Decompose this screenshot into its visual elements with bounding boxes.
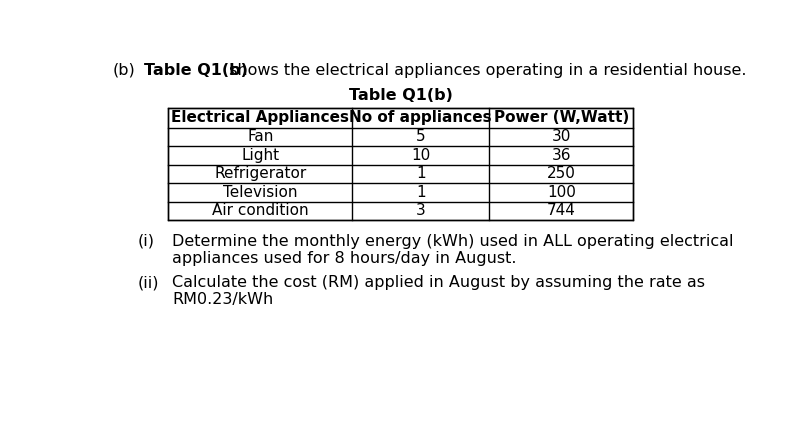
- Text: Light: Light: [241, 148, 279, 163]
- Bar: [168, 107, 634, 220]
- Text: shows the electrical appliances operating in a residential house.: shows the electrical appliances operatin…: [224, 63, 746, 78]
- Text: Table Q1(b): Table Q1(b): [349, 88, 453, 103]
- Text: Refrigerator: Refrigerator: [214, 166, 306, 181]
- Text: 1: 1: [416, 185, 425, 200]
- Text: 5: 5: [416, 129, 425, 144]
- Text: Determine the monthly energy (kWh) used in ALL operating electrical: Determine the monthly energy (kWh) used …: [172, 234, 734, 249]
- Text: RM0.23/kWh: RM0.23/kWh: [172, 292, 274, 307]
- Text: 744: 744: [547, 203, 576, 218]
- Text: Air condition: Air condition: [212, 203, 308, 218]
- Text: 100: 100: [547, 185, 576, 200]
- Text: 3: 3: [416, 203, 425, 218]
- Text: 36: 36: [552, 148, 571, 163]
- Text: Electrical Appliances: Electrical Appliances: [171, 110, 350, 125]
- Text: (i): (i): [137, 234, 155, 249]
- Text: No of appliances: No of appliances: [350, 110, 492, 125]
- Text: 10: 10: [411, 148, 430, 163]
- Text: Power (W,Watt): Power (W,Watt): [494, 110, 629, 125]
- Text: Calculate the cost (RM) applied in August by assuming the rate as: Calculate the cost (RM) applied in Augus…: [172, 276, 705, 291]
- Text: 30: 30: [552, 129, 571, 144]
- Text: 250: 250: [547, 166, 576, 181]
- Text: appliances used for 8 hours/day in August.: appliances used for 8 hours/day in Augus…: [172, 251, 517, 266]
- Text: (b): (b): [113, 63, 136, 78]
- Text: 1: 1: [416, 166, 425, 181]
- Text: Fan: Fan: [247, 129, 274, 144]
- Text: Television: Television: [223, 185, 297, 200]
- Text: Table Q1(b): Table Q1(b): [144, 63, 248, 78]
- Text: (ii): (ii): [137, 276, 159, 291]
